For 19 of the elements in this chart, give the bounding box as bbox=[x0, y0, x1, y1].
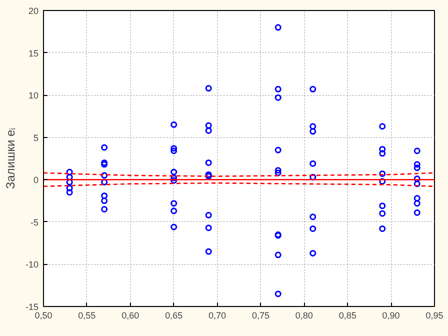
y-tick-label: -15 bbox=[25, 302, 39, 312]
y-tick-label: 20 bbox=[28, 6, 39, 16]
x-tick-label: 0,70 bbox=[208, 310, 226, 320]
y-tick-label: 0 bbox=[33, 175, 39, 186]
y-tick-label: -5 bbox=[30, 217, 39, 228]
x-tick-label: 0,85 bbox=[338, 310, 356, 320]
x-tick-label: 0,95 bbox=[426, 310, 444, 320]
x-tick-label: 0,90 bbox=[382, 310, 400, 320]
x-tick-label: 0,55 bbox=[78, 310, 96, 320]
y-tick-label: 5 bbox=[33, 132, 39, 143]
x-tick-label: 0,65 bbox=[165, 310, 183, 320]
x-tick-label: 0,50 bbox=[34, 310, 52, 320]
y-tick-label: 15 bbox=[28, 48, 39, 58]
y-tick-label: -10 bbox=[25, 260, 39, 270]
y-tick-label: 10 bbox=[28, 90, 39, 101]
x-tick-label: 0,75 bbox=[252, 310, 270, 320]
x-tick-label: 0,60 bbox=[122, 310, 140, 320]
x-tick-label: 0,80 bbox=[295, 310, 313, 320]
y-axis-title: Залишки eᵢ bbox=[3, 128, 18, 190]
